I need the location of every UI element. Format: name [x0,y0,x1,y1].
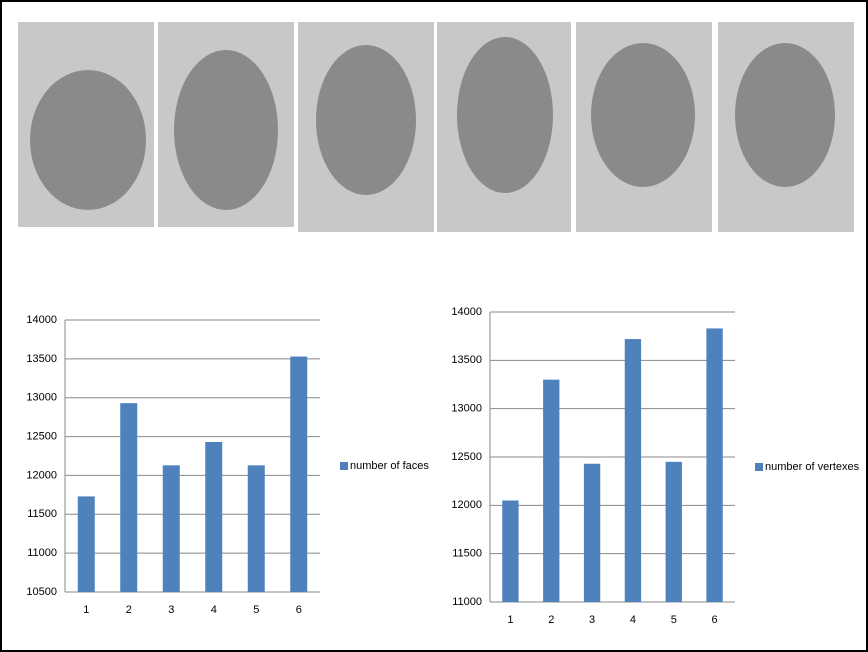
y-tick-label: 14000 [451,306,482,318]
y-tick-label: 11000 [27,547,57,559]
y-tick-label: 13000 [26,392,57,404]
y-tick-label: 11500 [452,548,482,560]
bar [205,442,222,592]
y-tick-label: 10500 [26,586,57,598]
x-tick-label: 6 [712,614,718,626]
figure: 10500 11000 11500 12000 12500 13000 13500 14000… [0,0,868,652]
bar [78,496,95,592]
bar [584,464,600,602]
y-tick-label: 12500 [26,430,57,442]
x-tick-label: 2 [548,614,554,626]
x-tick-label: 3 [589,614,595,626]
x-tick-label: 1 [507,614,513,626]
y-tick-label: 11000 [452,596,482,608]
x-tick-label: 4 [211,604,217,616]
x-tick-label: 5 [253,604,259,616]
y-tick-label: 12000 [451,499,482,511]
y-tick-label: 11500 [27,508,57,520]
bar [543,380,559,602]
y-tick-label: 13500 [26,353,57,365]
legend-swatch [755,463,763,471]
x-tick-label: 2 [126,604,132,616]
legend-swatch [340,462,348,470]
y-tick-label: 12000 [26,469,57,481]
y-tick-label: 13500 [451,354,482,366]
bar [120,403,137,592]
bar [666,462,682,602]
bar [502,501,518,603]
x-tick-label: 4 [630,614,636,626]
legend-label: number of vertexes [765,461,860,473]
x-tick-label: 1 [83,604,89,616]
bar [706,328,722,602]
x-tick-label: 3 [168,604,174,616]
legend-label: number of faces [350,460,429,472]
bar [248,465,265,592]
bar [163,465,180,592]
x-tick-label: 5 [671,614,677,626]
y-tick-label: 13000 [451,403,482,415]
y-tick-label: 14000 [26,314,57,326]
bar [625,339,641,602]
y-tick-label: 12500 [451,451,482,463]
x-tick-label: 6 [296,604,302,616]
bar [290,357,307,592]
